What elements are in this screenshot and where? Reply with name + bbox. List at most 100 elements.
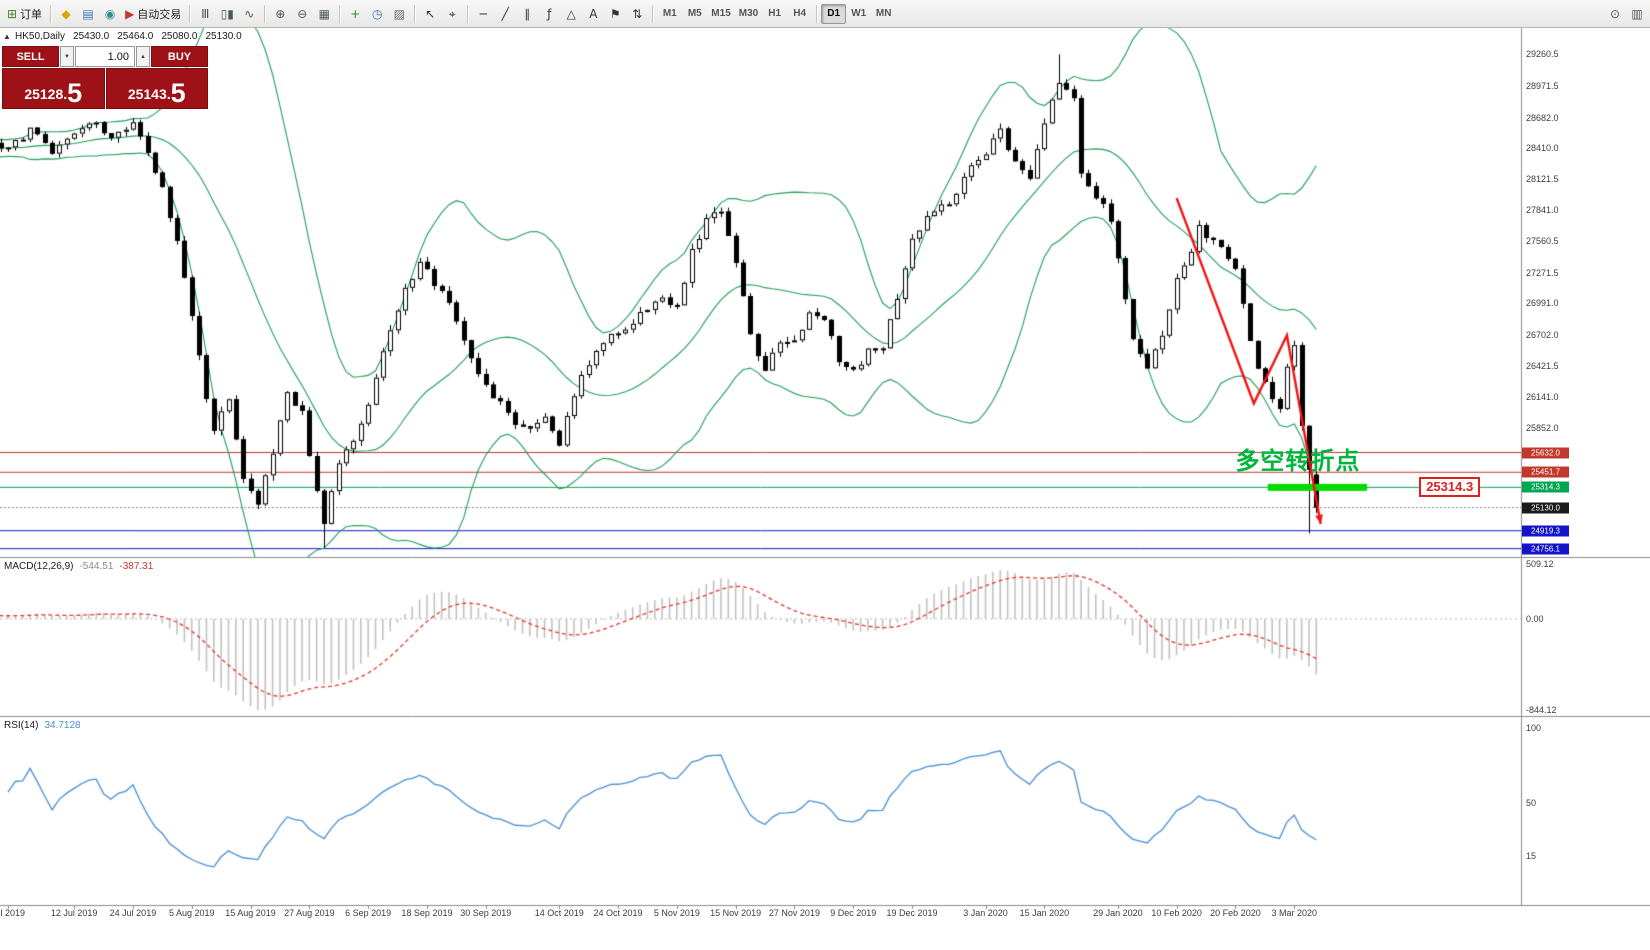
toolbar-separator (189, 4, 191, 23)
search-icon: ⊙ (1609, 6, 1621, 21)
arrow-tool-button[interactable]: ⚑ (604, 3, 626, 25)
sell-button[interactable]: SELL (2, 46, 59, 67)
tf-m30-button[interactable]: M30 (738, 8, 759, 19)
tf-h4-button[interactable]: H4 (793, 8, 807, 19)
arrow-tool-icon: ⚑ (609, 6, 621, 21)
volume-increase-button[interactable]: ▲ (136, 46, 150, 67)
market-watch-icon: ◆ (61, 6, 71, 21)
volume-input[interactable]: 1.00 (75, 46, 135, 67)
toolbar-separator (467, 4, 469, 23)
tf-h1-button[interactable]: H1 (768, 8, 782, 19)
crosshair-mode-button[interactable]: ⌖ (441, 3, 463, 25)
tf-m5-button[interactable]: M5 (687, 8, 702, 19)
cycle-lines-tool-button[interactable]: ⇅ (626, 3, 648, 25)
tf-m15-button[interactable]: M15 (711, 8, 731, 19)
channel-tool-button[interactable]: ∥ (516, 3, 538, 25)
tile-windows-button[interactable]: ▦ (313, 3, 335, 25)
crosshair-mode-icon: ⌖ (448, 6, 456, 21)
toolbar-separator (652, 4, 654, 23)
toolbar-group: + ◷ ▨ (343, 0, 411, 27)
rsi-name: RSI(14) (4, 720, 39, 731)
rsi-label: RSI(14) 34.7128 (4, 720, 81, 731)
price-fraction: 5 (170, 78, 186, 109)
sell-price[interactable]: 25128. 5 (2, 68, 105, 109)
text-tool-icon: A (589, 6, 598, 21)
cycle-lines-tool-icon: ⇅ (632, 6, 643, 21)
volume-decrease-button[interactable]: ▼ (60, 46, 74, 67)
candlestick-mode-icon: ▯▮ (220, 6, 234, 21)
autotrading-button[interactable]: ▶ 自动交易 (121, 3, 185, 25)
shapes-tool-icon: △ (566, 6, 576, 21)
toolbar-separator (816, 4, 818, 23)
macd-name: MACD(12,26,9) (4, 561, 74, 572)
profiles-button[interactable]: ▤ (77, 3, 99, 25)
candlestick-mode-button[interactable]: ▯▮ (216, 3, 238, 25)
zoom-out-icon: ⊖ (297, 6, 308, 21)
profiles-icon: ▤ (82, 6, 94, 21)
toolbar-group: ◆ ▤ ◉ ▶ 自动交易 (54, 0, 186, 27)
fibonacci-tool-icon: ƒ (547, 6, 552, 21)
tf-w1-button[interactable]: W1 (851, 8, 867, 19)
new-chart-icon: + (350, 6, 361, 21)
toolbar-group: ⊕ ⊖ ▦ (268, 0, 336, 27)
toolbar-separator (264, 4, 266, 23)
bar-chart-mode-button[interactable]: Ⅲ (194, 3, 216, 25)
horizontal-line-tool-button[interactable]: ─ (472, 3, 494, 25)
buy-button[interactable]: BUY (151, 46, 208, 67)
line-chart-mode-icon: ∿ (244, 6, 255, 21)
zoom-in-button[interactable]: ⊕ (269, 3, 291, 25)
shapes-tool-button[interactable]: △ (560, 3, 582, 25)
tf-m1-button[interactable]: M1 (662, 8, 677, 19)
channel-tool-icon: ∥ (524, 6, 531, 21)
period-menu-button[interactable]: ◷ (366, 3, 388, 25)
toolbar-group: ↖ ⌖ (418, 0, 464, 27)
navigator-icon: ◉ (104, 6, 116, 21)
text-tool-button[interactable]: A (582, 3, 604, 25)
toolbar-right-group: ⊙ ▥ (1604, 3, 1648, 25)
trendline-tool-button[interactable]: ╱ (494, 3, 516, 25)
toolbar-group: M1 M5 M15 M30 H1 H4 (656, 0, 813, 27)
market-watch-button[interactable]: ◆ (55, 3, 77, 25)
window-list-icon: ▥ (1631, 6, 1643, 21)
ohlc-close: 25130.0 (205, 31, 242, 42)
price-fraction: 5 (67, 78, 83, 109)
toolbar-separator (50, 4, 52, 23)
cursor-mode-button[interactable]: ↖ (419, 3, 441, 25)
line-chart-mode-button[interactable]: ∿ (238, 3, 260, 25)
toolbar-group: Ⅲ ▯▮ ∿ (193, 0, 261, 27)
new-order-button[interactable]: ⊞ 订单 (3, 3, 46, 25)
autotrading-label: 自动交易 (137, 8, 182, 21)
period-menu-icon: ◷ (372, 6, 383, 21)
templates-button[interactable]: ▨ (388, 3, 410, 25)
navigator-button[interactable]: ◉ (99, 3, 121, 25)
macd-main-value: -544.51 (79, 561, 114, 572)
horizontal-line-tool-icon: ─ (479, 6, 487, 21)
search-button[interactable]: ⊙ (1604, 3, 1626, 25)
autotrading-icon: ▶ (125, 6, 135, 21)
ohlc-open: 25430.0 (73, 31, 110, 42)
toolbar-separator (414, 4, 416, 23)
turning-point-annotation[interactable]: 多空转折点 (1235, 447, 1361, 475)
toolbar: ⊞ 订单 ◆ ▤ ◉ ▶ 自动交易 Ⅲ ▯▮ ∿ ⊕ ⊖ ▦ + ◷ ▨ ↖ ⌖ ─ ╱ ∥ ƒ △ A ⚑ ⇅ M1 M5 M15 M3… (0, 0, 1650, 28)
tf-d1-button[interactable]: D1 (821, 3, 847, 24)
buy-price[interactable]: 25143. 5 (105, 68, 208, 109)
window-list-button[interactable]: ▥ (1626, 3, 1648, 25)
price-callout[interactable]: 25314.3 (1419, 477, 1481, 498)
symbol-period-label: HK50,Daily (15, 31, 66, 42)
toolbar-group: ⊞ 订单 (2, 0, 47, 27)
tf-mn-button[interactable]: MN (875, 8, 892, 19)
bar-chart-mode-icon: Ⅲ (201, 6, 210, 21)
templates-icon: ▨ (393, 6, 405, 21)
one-click-trading-panel: SELL ▼ 1.00 ▲ BUY 25128. 5 25143. 5 (2, 46, 208, 109)
rsi-value: 34.7128 (44, 720, 81, 731)
tile-windows-icon: ▦ (318, 6, 330, 21)
toolbar-group: ─ ╱ ∥ ƒ △ A ⚑ ⇅ (471, 0, 649, 27)
macd-signal-value: -387.31 (119, 561, 154, 572)
zoom-out-button[interactable]: ⊖ (291, 3, 313, 25)
one-click-toggle-icon[interactable]: ▲ (3, 32, 11, 41)
macd-label: MACD(12,26,9) -544.51 -387.31 (4, 561, 153, 572)
fibonacci-tool-button[interactable]: ƒ (538, 3, 560, 25)
new-chart-button[interactable]: + (344, 3, 366, 25)
